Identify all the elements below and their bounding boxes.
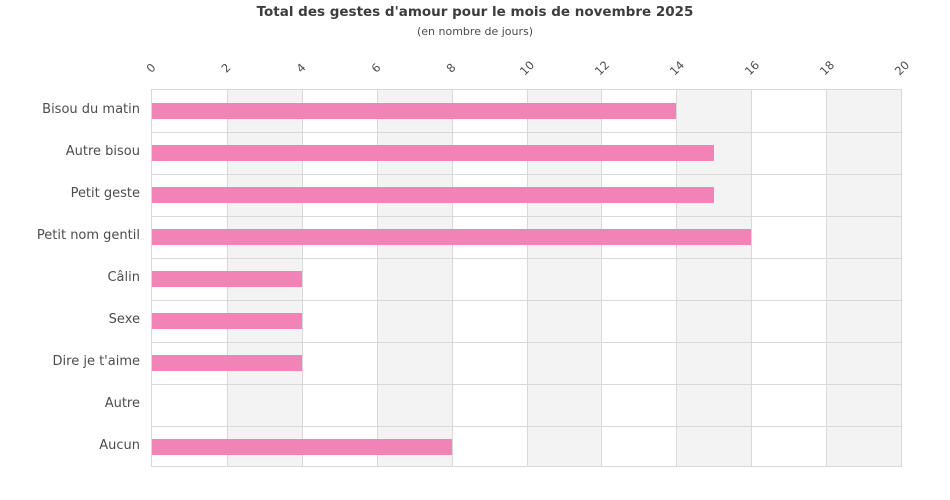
category-label: Autre <box>104 396 140 411</box>
category-label: Bisou du matin <box>42 102 140 117</box>
vertical-gridline <box>301 90 303 466</box>
x-tick-label: 8 <box>443 60 459 76</box>
grid-band <box>826 90 901 466</box>
bar <box>152 229 752 245</box>
bar <box>152 103 677 119</box>
horizontal-gridline <box>152 174 901 175</box>
x-axis-ticks: 0 2 4 6 8 10 12 14 16 18 20 <box>143 0 912 89</box>
x-tick-label: 18 <box>816 57 838 79</box>
vertical-gridline <box>526 90 528 466</box>
vertical-gridline <box>751 90 753 466</box>
category-label: Sexe <box>108 312 140 327</box>
x-tick-label: 12 <box>591 57 612 79</box>
plot-area <box>151 89 902 467</box>
x-tick-label: 16 <box>741 57 762 79</box>
horizontal-gridline <box>152 426 901 427</box>
grid-band <box>751 90 826 466</box>
horizontal-gridline <box>152 258 901 259</box>
vertical-gridline <box>451 90 453 466</box>
category-label: Câlin <box>107 270 140 285</box>
category-label: Autre bisou <box>65 144 140 159</box>
category-label: Aucun <box>99 438 140 453</box>
category-label: Petit geste <box>70 186 140 201</box>
bar <box>152 187 714 203</box>
x-tick-label: 10 <box>516 57 537 79</box>
bar <box>152 145 714 161</box>
bar <box>152 355 302 371</box>
x-tick-label: 2 <box>218 60 234 76</box>
vertical-gridline <box>826 90 828 466</box>
vertical-gridline <box>601 90 603 466</box>
chart-subtitle: (en nombre de jours) <box>416 25 534 38</box>
vertical-gridline <box>376 90 378 466</box>
chart-title: Total des gestes d'amour pour le mois de… <box>256 4 694 20</box>
horizontal-gridline <box>152 300 901 301</box>
bar <box>152 439 452 455</box>
category-label: Petit nom gentil <box>36 228 140 243</box>
category-label: Dire je t'aime <box>52 354 140 369</box>
x-tick-label: 20 <box>891 57 913 79</box>
x-tick-label: 0 <box>143 60 159 76</box>
x-tick-label: 14 <box>666 57 687 79</box>
horizontal-gridline <box>152 342 901 343</box>
y-axis-labels: Bisou du matin Autre bisou Petit geste Peti… <box>0 89 140 467</box>
x-tick-label: 4 <box>293 60 309 76</box>
horizontal-gridline <box>152 384 901 385</box>
bar <box>152 313 302 329</box>
bar <box>152 271 302 287</box>
horizontal-gridline <box>152 132 901 133</box>
vertical-gridline <box>676 90 678 466</box>
horizontal-gridline <box>152 216 901 217</box>
x-tick-label: 6 <box>368 60 384 76</box>
